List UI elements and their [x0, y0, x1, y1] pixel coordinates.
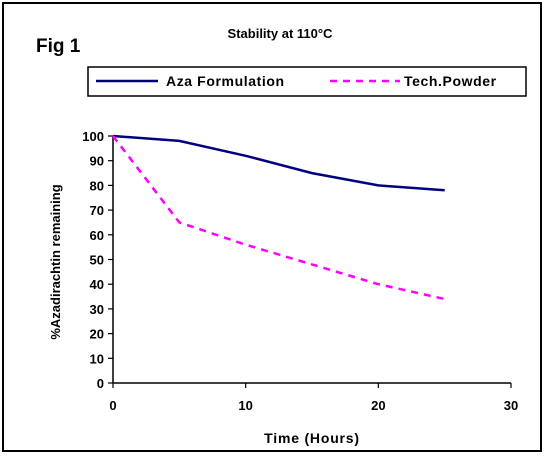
y-tick-label: 100: [82, 129, 104, 144]
y-tick-label: 0: [97, 376, 104, 391]
y-tick-label: 80: [90, 178, 104, 193]
y-tick-label: 70: [90, 203, 104, 218]
x-tick-label: 10: [238, 398, 252, 413]
y-tick-label: 50: [90, 253, 104, 268]
figure-label: Fig 1: [36, 36, 81, 57]
y-axis-label: %Azadirachtin remaining: [48, 184, 63, 339]
chart-frame: [2, 2, 542, 452]
y-tick-label: 40: [90, 277, 104, 292]
chart-title: Stability at 110°C: [228, 26, 334, 41]
legend-label-tech-powder: Tech.Powder: [404, 73, 497, 89]
plot-area: [112, 134, 445, 301]
y-tick-label: 30: [90, 302, 104, 317]
legend: Aza Formulation Tech.Powder: [87, 66, 527, 97]
y-tick-label: 90: [90, 154, 104, 169]
x-tick-label: 30: [504, 398, 518, 413]
y-tick-label: 60: [90, 228, 104, 243]
axes: 0 10 20 30 40 50 60 70 80 90 100 0 10 20 30: [82, 129, 518, 413]
x-axis-label: Time (Hours): [264, 430, 360, 446]
legend-label-aza-formulation: Aza Formulation: [166, 73, 285, 89]
x-tick-label: 0: [109, 398, 116, 413]
series-line-aza-formulation: [112, 134, 445, 192]
series-line-tech-powder: [112, 135, 445, 301]
y-tick-label: 20: [90, 327, 104, 342]
y-tick-label: 10: [90, 351, 104, 366]
legend-box: [87, 66, 527, 97]
x-tick-label: 20: [371, 398, 385, 413]
